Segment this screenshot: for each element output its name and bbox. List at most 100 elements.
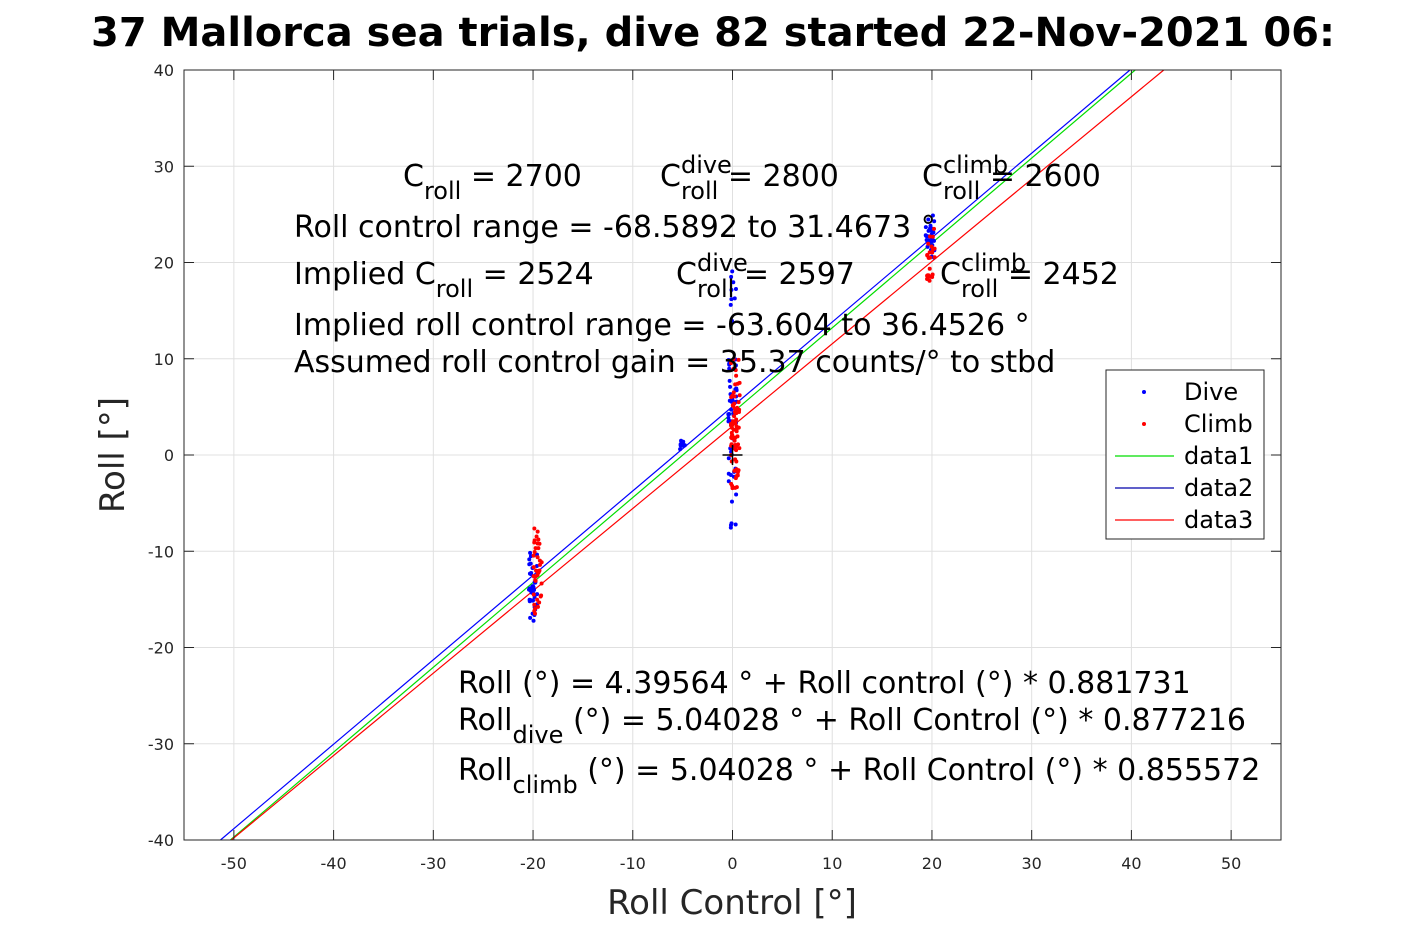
point-climb <box>929 244 934 249</box>
legend-marker-dive <box>1142 390 1146 394</box>
point-climb <box>732 468 737 473</box>
point-climb <box>735 473 740 478</box>
point-climb <box>928 234 933 239</box>
annotation-fit2: Rolldive (°) = 5.04028 ° + Roll Control … <box>458 703 1246 749</box>
fit-lines <box>220 69 1165 841</box>
annotation-fit1: Roll (°) = 4.39564 ° + Roll control (°) … <box>458 666 1191 701</box>
x-tick-label: 30 <box>1022 854 1042 873</box>
x-tick-label: 10 <box>822 854 842 873</box>
legend: Dive Climb data1 data2 data3 <box>1105 369 1265 540</box>
x-tick-label: 20 <box>922 854 942 873</box>
annotation-part: roll <box>961 275 998 303</box>
point-dive <box>923 225 928 230</box>
annotation-irange: Implied roll control range = -63.604 to … <box>294 308 1030 343</box>
point-climb <box>926 255 931 260</box>
point-climb <box>531 592 536 597</box>
annotation-part: roll <box>436 275 473 303</box>
point-climb <box>533 546 538 551</box>
y-tick-label: -40 <box>148 831 174 850</box>
point-dive <box>728 473 733 478</box>
point-dive <box>727 411 732 416</box>
point-climb <box>731 419 736 424</box>
point-climb <box>537 568 542 573</box>
annotation-part: (°) = 5.04028 ° + Roll Control (°) * 0.8… <box>563 703 1246 738</box>
annotation-range: Roll control range = -68.5892 to 31.4673… <box>294 210 936 245</box>
point-climb <box>732 410 737 415</box>
y-tick-label: -30 <box>148 735 174 754</box>
point-dive <box>733 522 738 527</box>
annotation-part: Assumed roll control gain = 35.37 counts… <box>294 345 1055 380</box>
annotation-part: dive <box>697 249 748 277</box>
point-dive <box>730 269 735 274</box>
annotation-part: C <box>660 159 681 194</box>
y-tick-label: 30 <box>154 157 174 176</box>
x-tick-label: 40 <box>1121 854 1141 873</box>
point-climb <box>535 604 540 609</box>
annotation-part: dive <box>681 151 732 179</box>
point-dive <box>732 296 737 301</box>
point-climb <box>535 529 540 534</box>
point-climb <box>532 602 537 607</box>
y-axis-label: Roll [°] <box>93 397 133 513</box>
data-points <box>526 213 937 623</box>
point-climb <box>734 459 739 464</box>
point-dive <box>535 592 540 597</box>
point-dive <box>926 217 931 222</box>
point-climb <box>925 276 930 281</box>
point-climb <box>532 526 537 531</box>
annotation-part: roll <box>681 177 718 205</box>
point-dive <box>531 618 536 623</box>
point-dive <box>729 274 734 279</box>
point-climb <box>732 438 737 443</box>
point-climb <box>735 434 740 439</box>
legend-label-data1: data1 <box>1184 442 1253 470</box>
point-climb <box>535 597 540 602</box>
legend-label-data2: data2 <box>1184 474 1253 502</box>
point-dive <box>726 415 731 420</box>
annotation-part: climb <box>943 151 1008 179</box>
point-dive <box>928 223 933 228</box>
y-tick-label: 20 <box>154 254 174 273</box>
annotation-part: (°) = 5.04028 ° + Roll Control (°) * 0.8… <box>578 753 1261 788</box>
point-climb <box>729 423 734 428</box>
y-tick-label: 0 <box>164 446 174 465</box>
annotation-part: dive <box>513 721 564 749</box>
point-climb <box>531 553 536 558</box>
fit-line-data3 <box>230 69 1165 841</box>
point-dive <box>528 598 533 603</box>
legend-box <box>1105 369 1265 540</box>
annotation-i3: Cclimb roll = 2452 <box>940 249 1119 303</box>
point-climb <box>735 381 740 386</box>
point-climb <box>730 393 735 398</box>
point-climb <box>729 481 734 486</box>
point-climb <box>736 400 741 405</box>
point-dive <box>729 297 734 302</box>
annotation-i1: Implied Croll = 2524 <box>294 257 594 303</box>
point-climb <box>734 426 739 431</box>
annotation-part: = 2524 <box>473 257 594 292</box>
point-dive <box>726 357 731 362</box>
point-dive <box>926 228 931 233</box>
y-tick-label: 10 <box>154 350 174 369</box>
point-climb <box>930 234 935 239</box>
annotations: Croll = 2700 Cdive roll = 2800 Cclimb roll =… <box>294 151 1260 799</box>
annotation-part: = 2700 <box>461 159 582 194</box>
annotation-part: = 2600 <box>980 159 1101 194</box>
y-tick-label: -10 <box>148 542 174 561</box>
point-dive <box>729 407 734 412</box>
annotation-c1: Croll = 2700 <box>403 159 582 205</box>
point-climb <box>932 226 937 231</box>
annotation-part: C <box>403 159 424 194</box>
annotation-part: Roll control range = -68.5892 to 31.4673… <box>294 210 936 245</box>
annotation-part: Implied roll control range = -63.604 to … <box>294 308 1030 343</box>
legend-marker-climb <box>1142 422 1146 426</box>
point-climb <box>737 393 742 398</box>
annotation-c2: Cdive roll = 2800 <box>660 151 839 205</box>
point-climb <box>731 403 736 408</box>
point-dive <box>733 363 738 368</box>
annotation-part: Roll <box>458 753 513 788</box>
point-dive <box>733 287 738 292</box>
annotation-part: climb <box>513 771 578 799</box>
point-dive <box>727 366 732 371</box>
